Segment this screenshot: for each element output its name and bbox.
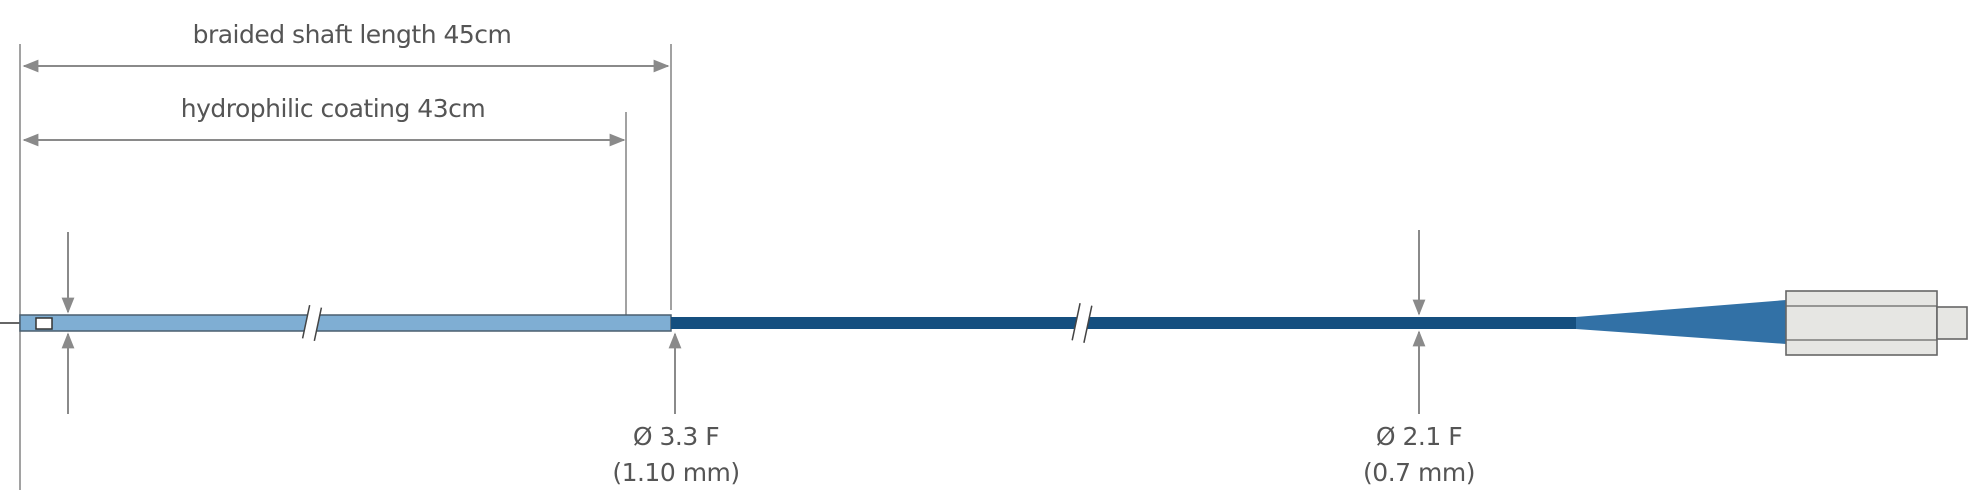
shaft-break-mark-1 — [301, 304, 323, 342]
proximal-diameter-french: Ø 3.3 F — [633, 422, 719, 451]
tip-marker — [35, 317, 53, 330]
strain-relief-hub — [1576, 300, 1786, 344]
proximal-diameter-callout: Ø 3.3 F (1.10 mm) — [612, 332, 740, 487]
distal-diameter-french: Ø 2.1 F — [1376, 422, 1462, 451]
catheter — [0, 290, 1968, 356]
distal-diameter-mm: (0.7 mm) — [1363, 458, 1475, 487]
shaft-break-mark-2 — [1071, 303, 1093, 343]
braided-shaft-dimension: braided shaft length 45cm — [22, 20, 670, 73]
coated-shaft — [19, 314, 672, 332]
proximal-diameter-mm: (1.10 mm) — [612, 458, 739, 487]
luer-connector — [1785, 290, 1968, 356]
hydrophilic-coating-dimension: hydrophilic coating 43cm — [22, 94, 627, 316]
distal-shaft — [671, 317, 1578, 329]
hydrophilic-coating-label: hydrophilic coating 43cm — [181, 94, 485, 123]
distal-diameter-callout: Ø 2.1 F (0.7 mm) — [1363, 230, 1475, 487]
braided-shaft-label: braided shaft length 45cm — [193, 20, 512, 49]
